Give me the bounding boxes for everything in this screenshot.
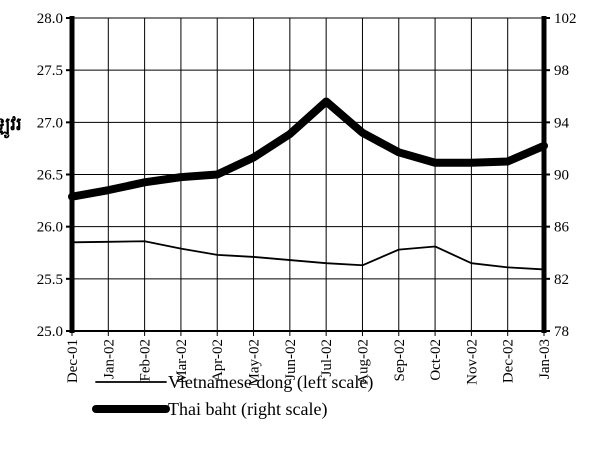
- y-tick-label: 26.0: [37, 220, 63, 236]
- y2-tick-label: 94: [554, 115, 570, 131]
- y2-tick-label: 98: [554, 63, 569, 79]
- y-tick-label: 25.5: [37, 272, 63, 288]
- y2-tick-label: 102: [554, 11, 577, 27]
- y-axis-label: ឡូវរ: [0, 114, 22, 139]
- x-tick-label: Dec-02: [501, 339, 517, 383]
- x-tick-label: Nov-02: [464, 339, 480, 385]
- y-tick-label: 25.0: [37, 324, 63, 340]
- y2-tick-label: 86: [554, 220, 570, 236]
- x-tick-label: Jan-02: [101, 339, 117, 379]
- legend-label: Thai baht (right scale): [168, 399, 327, 420]
- x-tick-label: Apr-02: [210, 339, 226, 382]
- x-tick-label: Dec-01: [65, 339, 81, 383]
- y2-tick-label: 78: [554, 324, 569, 340]
- legend-label: Vietnamese dong (left scale): [168, 372, 373, 393]
- x-tick-label: Mar-02: [174, 339, 190, 384]
- x-tick-label: Jul-02: [319, 339, 335, 377]
- y-tick-label: 27.5: [37, 63, 63, 79]
- x-tick-label: Jan-03: [537, 339, 553, 379]
- x-tick-label: Sep-02: [392, 339, 408, 382]
- x-tick-label: Jun-02: [283, 339, 299, 380]
- x-tick-label: Oct-02: [428, 339, 444, 381]
- x-tick-label: Aug-02: [355, 339, 371, 385]
- y-tick-label: 26.5: [37, 168, 63, 184]
- series-line: [71, 240, 545, 271]
- y-tick-label: 28.0: [37, 11, 63, 27]
- y-tick-label: 27.0: [37, 115, 63, 131]
- series-line: [68, 97, 548, 201]
- x-tick-label: May-02: [247, 339, 263, 387]
- y2-tick-label: 82: [554, 272, 569, 288]
- y2-tick-label: 90: [554, 168, 569, 184]
- x-tick-label: Feb-02: [138, 339, 154, 382]
